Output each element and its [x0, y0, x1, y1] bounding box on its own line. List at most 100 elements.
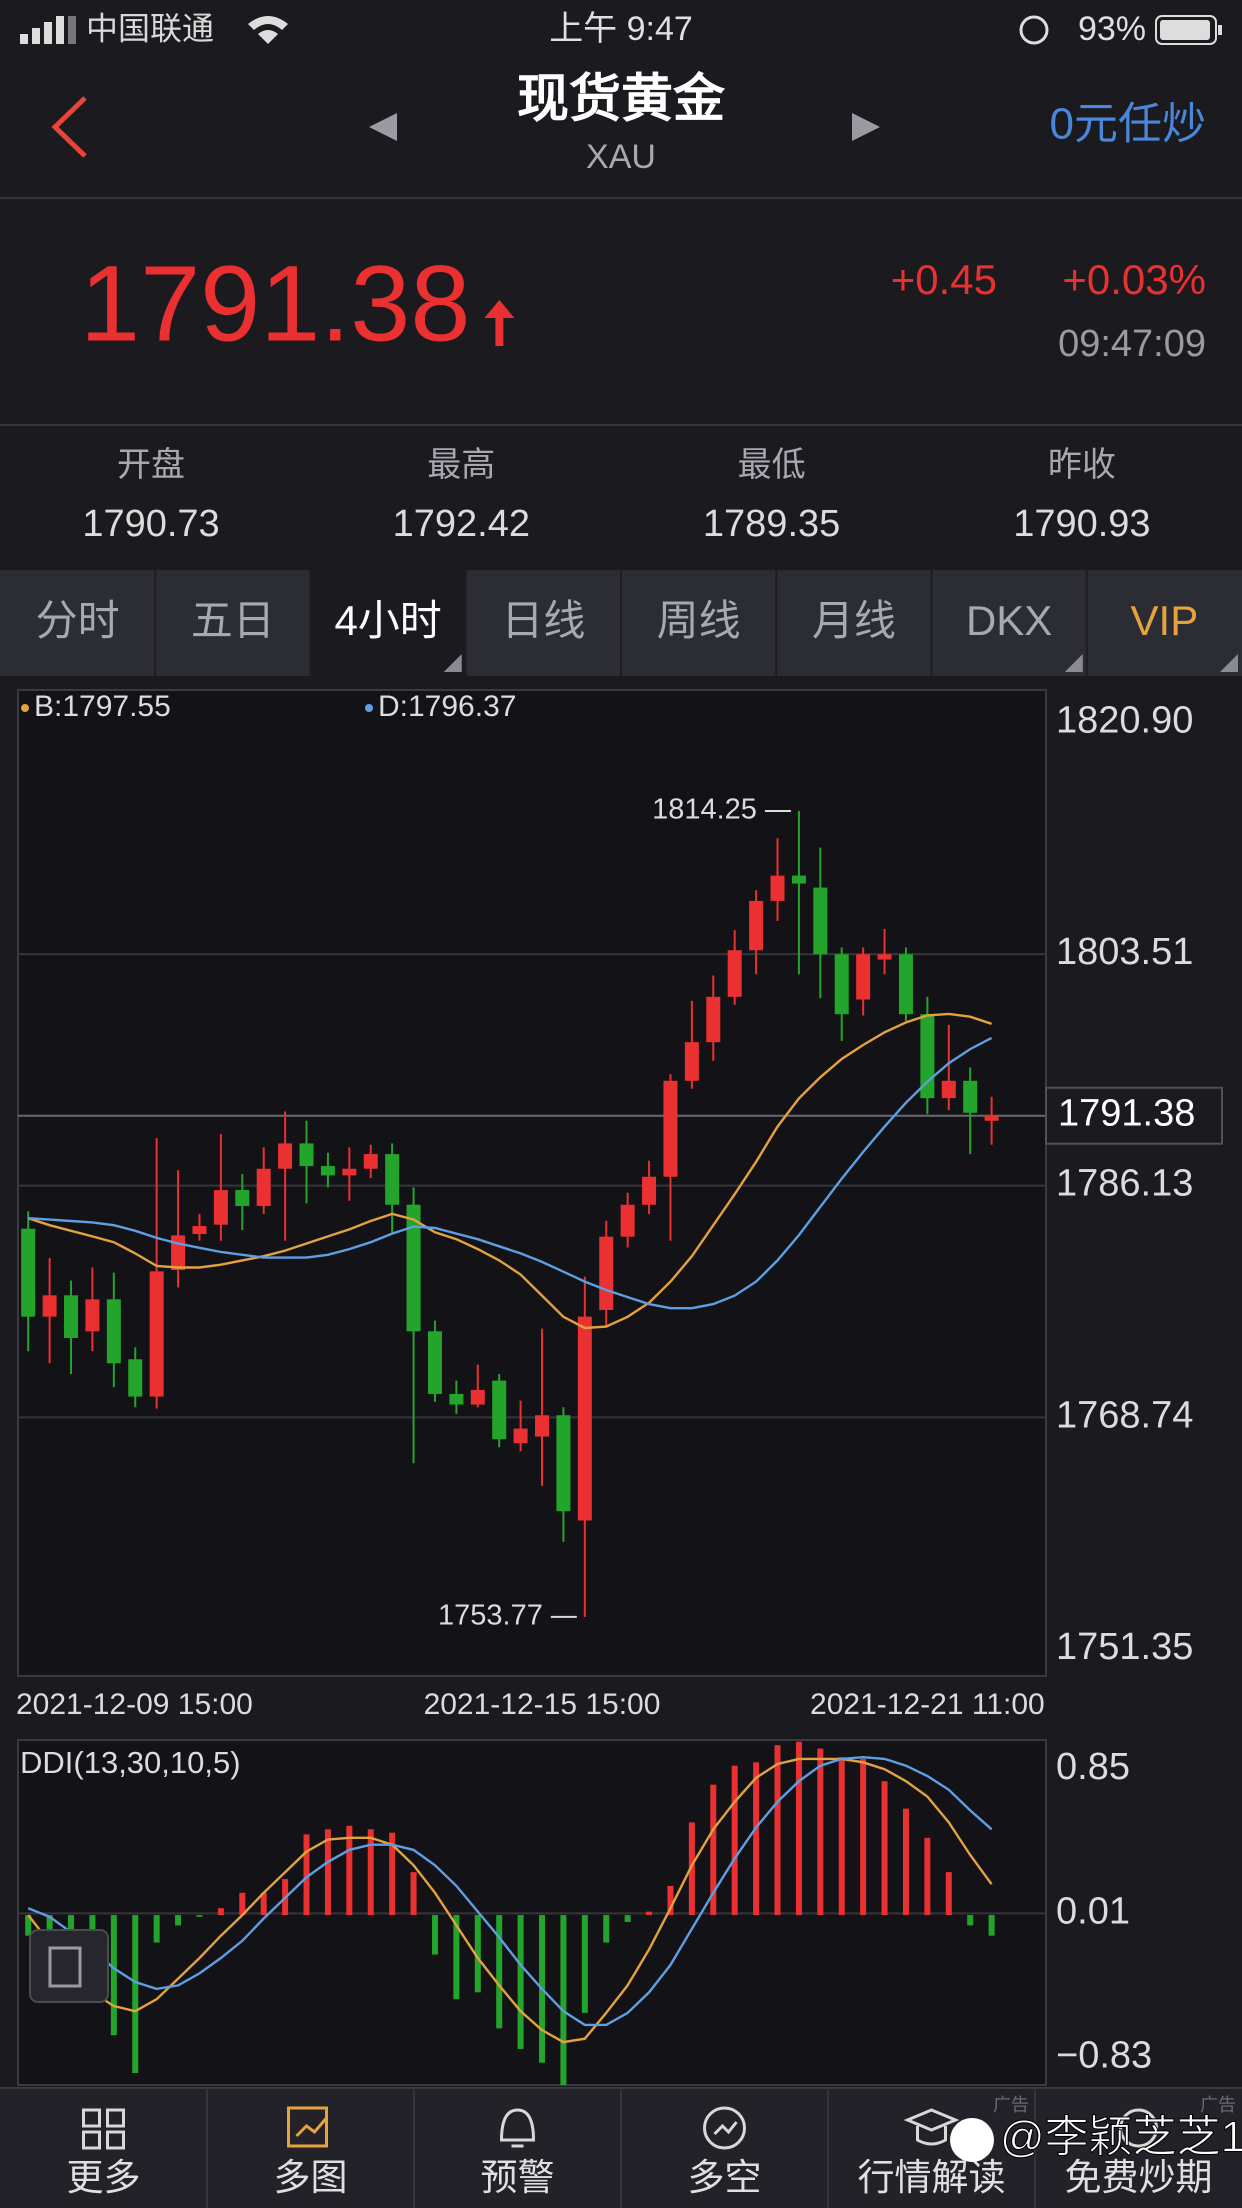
nav-icon[interactable]: [82, 2108, 125, 2150]
stat-label: 开盘: [117, 446, 185, 484]
clock: 上午 9:47: [549, 10, 693, 48]
tab-label[interactable]: VIP: [1131, 597, 1199, 644]
bottom-nav: 更多 多图 预警 多空 行情解读 免费炒期 广告 广告: [0, 2087, 1242, 2208]
candle-body: [834, 954, 849, 1015]
histogram-bar: [389, 1832, 396, 1916]
nav-label[interactable]: 多图: [274, 2157, 348, 2198]
histogram-bar: [324, 1829, 331, 1916]
histogram-bar: [838, 1757, 845, 1916]
tab-label[interactable]: 周线: [657, 597, 741, 644]
histogram-bar: [603, 1915, 610, 1943]
annotation: 1753.77: [438, 1599, 543, 1631]
tab-label[interactable]: 日线: [501, 597, 585, 644]
y-tick-label: 1820.90: [1056, 699, 1193, 741]
histogram-bar: [581, 1915, 588, 2013]
tab-label[interactable]: 五日: [191, 597, 275, 644]
plot-frame: [17, 689, 1047, 1677]
y-tick-label: 1786.13: [1056, 1163, 1193, 1205]
battery-tip: [1218, 25, 1222, 35]
histogram-bar: [688, 1822, 695, 1916]
histogram-bar: [817, 1748, 824, 1916]
histogram-bar: [624, 1915, 631, 1922]
histogram-bar: [260, 1892, 267, 1916]
y-tick-label: 0.01: [1056, 1890, 1130, 1932]
tab-corner: [1220, 654, 1238, 672]
tabs: 分时 五日 4小时 日线 周线 月线 DKX VIP: [0, 570, 1242, 676]
histogram-bar: [496, 1915, 503, 2029]
nav-icon[interactable]: [703, 2106, 747, 2150]
annotation: 1814.25: [652, 794, 757, 826]
candle-body: [385, 1154, 400, 1205]
tab[interactable]: [1086, 570, 1242, 676]
tab-label[interactable]: 4小时: [334, 597, 441, 644]
histogram-bar: [474, 1915, 481, 1993]
back-button[interactable]: [51, 96, 87, 158]
nav-icon[interactable]: [903, 2108, 960, 2146]
charts: 1751.35 1768.74 1786.13 1803.51 1820.90 1791.…: [16, 689, 1223, 2086]
up-arrow: [484, 300, 515, 346]
histogram-bar: [132, 1915, 139, 2073]
candle-body: [749, 900, 764, 951]
prev-button[interactable]: [369, 113, 397, 141]
candle-body: [877, 954, 892, 960]
wifi-icon: [248, 16, 288, 44]
nav-label[interactable]: 预警: [481, 2157, 555, 2198]
candle-body: [470, 1389, 485, 1405]
tab-label[interactable]: DKX: [966, 597, 1052, 644]
tab[interactable]: [310, 570, 466, 676]
nav-label[interactable]: 免费炒期: [1065, 2157, 1213, 2198]
stat-value: 1790.93: [1013, 503, 1150, 545]
tab[interactable]: [465, 570, 621, 676]
histogram-bar: [217, 1908, 224, 1916]
overlay-button[interactable]: [29, 1929, 109, 2003]
line-series: [27, 1012, 992, 1330]
candle-body: [406, 1204, 421, 1332]
battery-level: [1160, 20, 1210, 40]
tab-label[interactable]: 分时: [36, 597, 120, 644]
signal-bar: [32, 28, 40, 44]
candle-body: [449, 1393, 464, 1405]
tab-label[interactable]: 月线: [812, 597, 896, 644]
candle-body: [106, 1299, 121, 1364]
histogram-bar: [560, 1915, 567, 2085]
histogram-bar: [924, 1837, 931, 1916]
candle-body: [85, 1299, 100, 1332]
candle-body: [556, 1415, 571, 1512]
status-bar: 中国联通 上午 9:47 93%: [20, 10, 1222, 48]
histogram-bar: [902, 1808, 909, 1916]
candle-body: [791, 875, 806, 884]
nav-icon[interactable]: [287, 2106, 328, 2148]
candle-body: [535, 1415, 550, 1437]
stat-label: 最高: [427, 446, 495, 484]
histogram-bar: [731, 1765, 738, 1916]
promo-link[interactable]: 0元任炒: [1050, 100, 1206, 149]
candle-body: [941, 1080, 956, 1099]
nav-label[interactable]: 更多: [67, 2157, 141, 2198]
title: 现货黄金: [517, 71, 726, 129]
candle-body: [727, 950, 742, 997]
watermark-icon: [950, 2118, 994, 2162]
nav-icon[interactable]: [499, 2108, 536, 2148]
tab[interactable]: [621, 570, 777, 676]
tab[interactable]: [155, 570, 311, 676]
nav-icon[interactable]: [1119, 2108, 1159, 2148]
candle-body: [192, 1226, 207, 1235]
y-tick-label: 1803.51: [1056, 931, 1193, 973]
histogram-bar: [710, 1784, 717, 1916]
tab[interactable]: [0, 570, 156, 676]
candle-body: [149, 1271, 164, 1397]
nav-label[interactable]: 多空: [688, 2157, 762, 2198]
tab[interactable]: [776, 570, 932, 676]
candle-body: [171, 1235, 186, 1271]
indicator-title: DDI(13,30,10,5): [20, 1745, 241, 1780]
x-tick-label: 2021-12-15 15:00: [424, 1688, 661, 1721]
tab[interactable]: [931, 570, 1087, 676]
candle-body: [64, 1295, 79, 1338]
histogram-bar: [860, 1758, 867, 1916]
candle-body: [620, 1204, 635, 1237]
next-button[interactable]: [852, 113, 880, 141]
candle-body: [984, 1115, 999, 1121]
histogram-bar: [753, 1762, 760, 1916]
nav-label[interactable]: 行情解读: [858, 2157, 1006, 2198]
histogram-bar: [239, 1892, 246, 1916]
